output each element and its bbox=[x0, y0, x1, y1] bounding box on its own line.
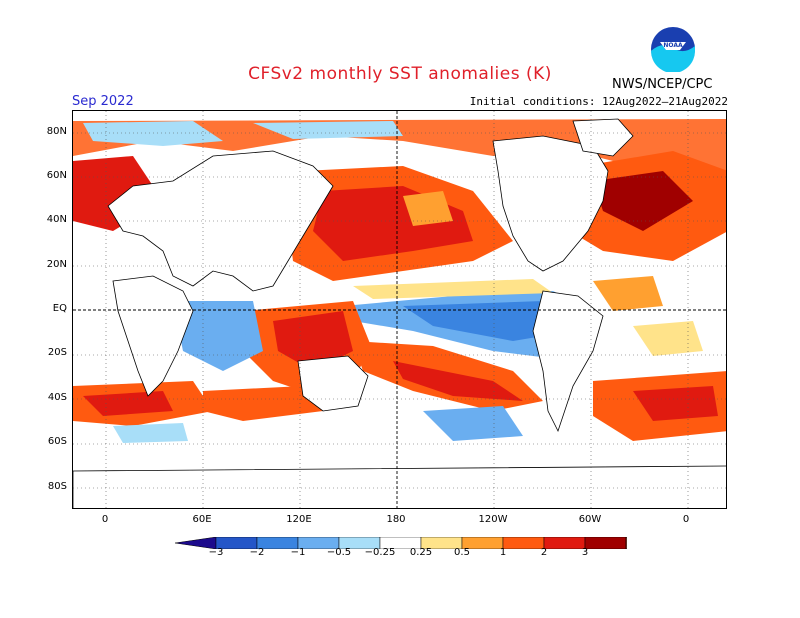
initial-conditions: Initial conditions: 12Aug2022–21Aug2022 bbox=[469, 95, 728, 108]
forecast-month: Sep 2022 bbox=[72, 94, 134, 109]
colorbar-label: 0.5 bbox=[454, 547, 470, 558]
colorbar-label: 0.25 bbox=[409, 547, 433, 558]
map-title: CFSv2 monthly SST anomalies (K) bbox=[248, 64, 552, 84]
lon-label: 120W bbox=[478, 514, 508, 525]
lat-label: 40N bbox=[46, 214, 67, 225]
lat-label: 60S bbox=[47, 436, 67, 447]
lon-label: 0 bbox=[101, 514, 109, 525]
colorbar-cell bbox=[625, 537, 627, 549]
noaa-logo-icon: NOAA bbox=[651, 27, 695, 72]
lat-label: 80N bbox=[46, 126, 67, 137]
colorbar-label: 2 bbox=[540, 547, 548, 558]
colorbar-label: 1 bbox=[499, 547, 507, 558]
lat-label: 40S bbox=[47, 392, 67, 403]
graticule bbox=[73, 111, 726, 508]
lat-label: 20N bbox=[46, 259, 67, 270]
lat-label: 80S bbox=[47, 481, 67, 492]
sst-anomaly-map bbox=[72, 110, 727, 509]
lon-label: 180 bbox=[386, 514, 406, 525]
colorbar-label: 3 bbox=[581, 547, 589, 558]
map-canvas bbox=[73, 111, 726, 508]
svg-text:NOAA: NOAA bbox=[663, 42, 683, 49]
agency-label: NWS/NCEP/CPC bbox=[612, 77, 713, 92]
colorbar-label: −2 bbox=[249, 547, 265, 558]
lon-label: 0 bbox=[682, 514, 690, 525]
lon-label: 120E bbox=[286, 514, 312, 525]
lon-label: 60W bbox=[578, 514, 602, 525]
colorbar-label: −0.25 bbox=[364, 547, 396, 558]
anomaly-fields bbox=[73, 119, 726, 443]
colorbar-label: −3 bbox=[208, 547, 224, 558]
land-masses bbox=[73, 118, 726, 508]
colorbar-label: −1 bbox=[290, 547, 306, 558]
lon-label: 60E bbox=[192, 514, 212, 525]
lat-label: 20S bbox=[47, 347, 67, 358]
color-scale-bar bbox=[175, 537, 627, 549]
lat-label: EQ bbox=[52, 303, 67, 314]
colorbar-label: −0.5 bbox=[326, 547, 352, 558]
lat-label: 60N bbox=[46, 170, 67, 181]
reference-lines bbox=[73, 111, 726, 508]
